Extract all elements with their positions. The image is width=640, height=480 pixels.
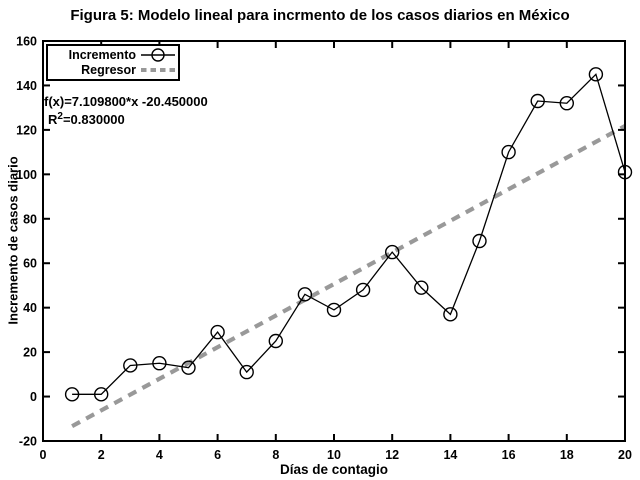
data-point-marker (355, 282, 371, 298)
y-tick-label: 120 (16, 123, 37, 137)
data-point-marker (268, 333, 283, 349)
figure-title: Figura 5: Modelo lineal para incrmento d… (70, 7, 570, 24)
dashed-line-icon (141, 67, 175, 72)
y-tick-label: 40 (23, 301, 37, 315)
x-tick-label: 6 (214, 448, 221, 462)
r-squared-value: R2=0.830000 (48, 111, 208, 131)
x-tick-label: 0 (40, 448, 47, 462)
y-tick-label: 140 (16, 79, 37, 93)
data-point-marker (64, 387, 80, 402)
data-point-marker (559, 96, 574, 111)
legend-label-regresor: Regresor (81, 62, 136, 77)
y-tick-label: -20 (19, 435, 37, 449)
plot-border (42, 40, 626, 442)
legend-box: Incremento Regresor (46, 44, 180, 81)
fit-annotation: f(x)=7.109800*x -20.450000 R2=0.830000 (44, 93, 208, 131)
data-point-marker (123, 358, 138, 373)
y-tick-label: 20 (23, 346, 37, 360)
r2-rest: =0.830000 (62, 112, 125, 127)
data-point-marker (210, 324, 225, 340)
y-tick-label: 80 (23, 212, 37, 226)
data-point-marker (472, 233, 487, 249)
regressor-line (71, 124, 627, 429)
x-tick-label: 12 (385, 448, 399, 462)
x-tick-label: 18 (560, 448, 574, 462)
data-point-marker (385, 244, 400, 260)
x-tick-label: 20 (618, 448, 632, 462)
data-point-marker (530, 93, 545, 109)
x-tick-label: 14 (443, 448, 457, 462)
fit-equation: f(x)=7.109800*x -20.450000 (44, 94, 208, 109)
x-tick-label: 8 (272, 448, 279, 462)
line-circle-marker-icon (141, 47, 175, 62)
y-tick-label: 60 (23, 257, 37, 271)
y-tick-label: 100 (16, 168, 37, 182)
legend-item-regresor: Regresor (48, 62, 175, 77)
x-tick-label: 16 (502, 448, 516, 462)
y-tick-label: 0 (30, 390, 37, 404)
data-point-marker (588, 67, 604, 82)
data-point-marker (326, 302, 342, 318)
x-tick-label: 10 (327, 448, 341, 462)
r2-base: R (48, 112, 58, 127)
y-tick-label: 160 (16, 35, 37, 49)
y-axis-label: Incremento de casos diario (5, 156, 21, 325)
data-point-marker (181, 360, 196, 375)
data-point-marker (297, 287, 313, 302)
x-tick-label: 2 (98, 448, 105, 462)
data-line (72, 73, 626, 395)
data-point-marker (443, 307, 458, 322)
x-axis-label: Días de contagio (279, 462, 389, 477)
data-point-marker (501, 144, 516, 160)
data-point-marker (239, 364, 254, 380)
legend-label-incremento: Incremento (68, 47, 136, 62)
legend-item-incremento: Incremento (48, 47, 175, 62)
data-point-marker (414, 280, 429, 295)
x-tick-label: 4 (156, 448, 163, 462)
data-point-marker (152, 356, 167, 371)
data-point-marker (617, 164, 633, 180)
r2-sup: 2 (57, 111, 63, 122)
data-point-marker (93, 387, 109, 402)
